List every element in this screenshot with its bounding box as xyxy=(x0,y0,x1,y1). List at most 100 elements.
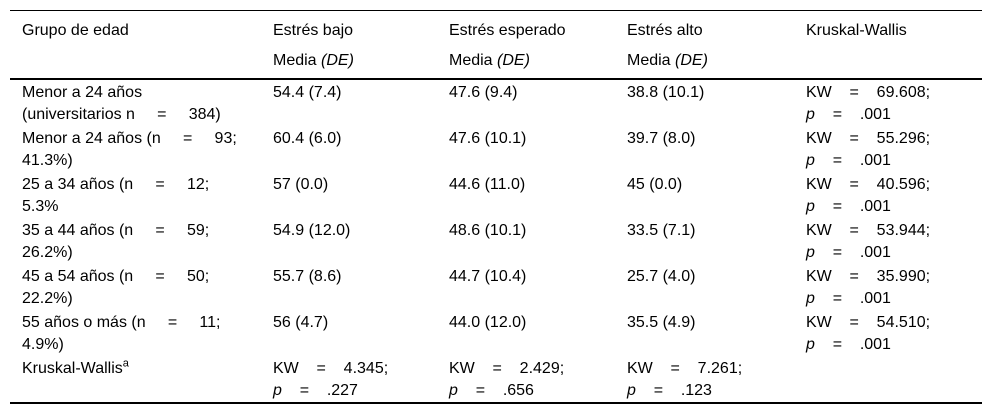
cell-line: 47.6 (9.4) xyxy=(449,84,518,101)
cell-line: 41.3%) xyxy=(22,152,73,169)
cell-estres-alto: 33.5 (7.1) xyxy=(627,218,806,264)
cell-kruskal-wallis: KW = 69.608; p = .001 xyxy=(806,79,982,126)
column-subtitle: Media (DE) xyxy=(273,50,449,72)
cell-line: 35.5 (4.9) xyxy=(627,314,696,331)
column-title: Estrés esperado xyxy=(449,22,566,39)
cell-line: KW = 53.944; xyxy=(806,222,931,239)
column-header-estres-esperado: Estrés esperado Media (DE) xyxy=(449,11,627,80)
subtitle-plain: Media xyxy=(273,52,322,69)
table-row: 25 a 34 años (n = 12; 5.3% 57 (0.0) 44.6… xyxy=(10,172,982,218)
cell-line: KW = 7.261; xyxy=(627,360,743,377)
cell-line: 45 (0.0) xyxy=(627,176,683,193)
cell-estres-bajo: 55.7 (8.6) xyxy=(273,264,449,310)
subtitle-italic: (DE) xyxy=(675,52,708,69)
column-subtitle: Media (DE) xyxy=(627,50,806,72)
cell-line: 55.7 (8.6) xyxy=(273,268,342,285)
cell-line: KW = 55.296; xyxy=(806,130,931,147)
cell-kruskal-wallis-empty xyxy=(806,356,982,402)
footnote-marker: a xyxy=(122,357,129,370)
cell-line: 39.7 (8.0) xyxy=(627,130,696,147)
column-header-estres-alto: Estrés alto Media (DE) xyxy=(627,11,806,80)
p-label: p xyxy=(627,382,636,399)
cell-line: 25.7 (4.0) xyxy=(627,268,696,285)
cell-line: 38.8 (10.1) xyxy=(627,84,705,101)
cell-line: 44.6 (11.0) xyxy=(449,176,526,193)
subtitle-italic: (DE) xyxy=(321,52,354,69)
cell-line: 33.5 (7.1) xyxy=(627,222,696,239)
cell-estres-alto: 35.5 (4.9) xyxy=(627,310,806,356)
p-value: = .227 xyxy=(281,382,358,399)
cell-estres-bajo: KW = 4.345; p = .227 xyxy=(273,356,449,402)
cell-line: 25 a 34 años (n = 12; xyxy=(22,176,210,193)
column-title: Grupo de edad xyxy=(22,22,129,39)
cell-line: Menor a 24 años xyxy=(22,84,143,101)
header-row: Grupo de edad Estrés bajo Media (DE) Est… xyxy=(10,11,982,80)
subtitle-italic: (DE) xyxy=(497,52,530,69)
cell-line: 22.2%) xyxy=(22,290,73,307)
table-row: Menor a 24 años (universitarios n = 384)… xyxy=(10,79,982,126)
cell-line: KW = 54.510; xyxy=(806,314,931,331)
cell-line: p = .001 xyxy=(806,196,982,218)
cell-line: p = .001 xyxy=(806,334,982,356)
cell-kruskal-wallis: KW = 54.510; p = .001 xyxy=(806,310,982,356)
cell-line: 55 años o más (n = 11; xyxy=(22,314,221,331)
stress-by-age-table: Grupo de edad Estrés bajo Media (DE) Est… xyxy=(10,11,982,402)
p-label: p xyxy=(806,336,815,353)
cell-line: p = .227 xyxy=(273,380,449,402)
cell-kruskal-wallis: KW = 40.596; p = .001 xyxy=(806,172,982,218)
cell-estres-alto: 25.7 (4.0) xyxy=(627,264,806,310)
cell-line: p = .001 xyxy=(806,150,982,172)
cell-line: 47.6 (10.1) xyxy=(449,130,527,147)
cell-line: 60.4 (6.0) xyxy=(273,130,342,147)
cell-line: KW = 4.345; xyxy=(273,360,389,377)
p-value: = .656 xyxy=(457,382,534,399)
p-value: = .001 xyxy=(814,290,891,307)
table-row: Menor a 24 años (n = 93; 41.3%) 60.4 (6.… xyxy=(10,126,982,172)
cell-line: 5.3% xyxy=(22,198,59,215)
p-value: = .001 xyxy=(814,198,891,215)
cell-grupo-edad: Kruskal-Wallisa xyxy=(10,356,273,402)
cell-line: KW = 35.990; xyxy=(806,268,931,285)
cell-estres-esperado: 44.0 (12.0) xyxy=(449,310,627,356)
cell-line: 54.9 (12.0) xyxy=(273,222,351,239)
cell-line: p = .001 xyxy=(806,242,982,264)
cell-grupo-edad: Menor a 24 años (universitarios n = 384) xyxy=(10,79,273,126)
cell-estres-bajo: 60.4 (6.0) xyxy=(273,126,449,172)
cell-line: KW = 40.596; xyxy=(806,176,931,193)
cell-line: 54.4 (7.4) xyxy=(273,84,342,101)
cell-estres-esperado: 44.7 (10.4) xyxy=(449,264,627,310)
column-title: Estrés bajo xyxy=(273,22,354,39)
column-subtitle: Media (DE) xyxy=(449,50,627,72)
cell-estres-esperado: 47.6 (9.4) xyxy=(449,79,627,126)
cell-grupo-edad: 35 a 44 años (n = 59; 26.2%) xyxy=(10,218,273,264)
p-label: p xyxy=(806,290,815,307)
p-label: p xyxy=(806,106,815,123)
cell-line: p = .656 xyxy=(449,380,627,402)
table-row: 35 a 44 años (n = 59; 26.2%) 54.9 (12.0)… xyxy=(10,218,982,264)
cell-line: Kruskal-Wallisa xyxy=(22,358,273,380)
cell-line: 56 (4.7) xyxy=(273,314,329,331)
cell-line: 45 a 54 años (n = 50; xyxy=(22,268,210,285)
p-label: p xyxy=(449,382,458,399)
cell-estres-alto: 38.8 (10.1) xyxy=(627,79,806,126)
cell-line: 35 a 44 años (n = 59; xyxy=(22,222,210,239)
cell-line: 44.0 (12.0) xyxy=(449,314,527,331)
cell-estres-bajo: 57 (0.0) xyxy=(273,172,449,218)
p-value: = .001 xyxy=(814,106,891,123)
cell-estres-alto: 39.7 (8.0) xyxy=(627,126,806,172)
cell-line: KW = 2.429; xyxy=(449,360,565,377)
cell-kruskal-wallis: KW = 55.296; p = .001 xyxy=(806,126,982,172)
cell-line: p = .001 xyxy=(806,104,982,126)
cell-estres-bajo: 56 (4.7) xyxy=(273,310,449,356)
p-label: p xyxy=(806,244,815,261)
p-label: p xyxy=(806,152,815,169)
cell-estres-bajo: 54.9 (12.0) xyxy=(273,218,449,264)
cell-estres-esperado: 44.6 (11.0) xyxy=(449,172,627,218)
cell-estres-esperado: KW = 2.429; p = .656 xyxy=(449,356,627,402)
cell-estres-esperado: 48.6 (10.1) xyxy=(449,218,627,264)
cell-kruskal-wallis: KW = 53.944; p = .001 xyxy=(806,218,982,264)
stress-by-age-table-wrap: Grupo de edad Estrés bajo Media (DE) Est… xyxy=(10,10,982,404)
column-header-grupo-de-edad: Grupo de edad xyxy=(10,11,273,80)
column-title: Estrés alto xyxy=(627,22,703,39)
p-value: = .001 xyxy=(814,336,891,353)
